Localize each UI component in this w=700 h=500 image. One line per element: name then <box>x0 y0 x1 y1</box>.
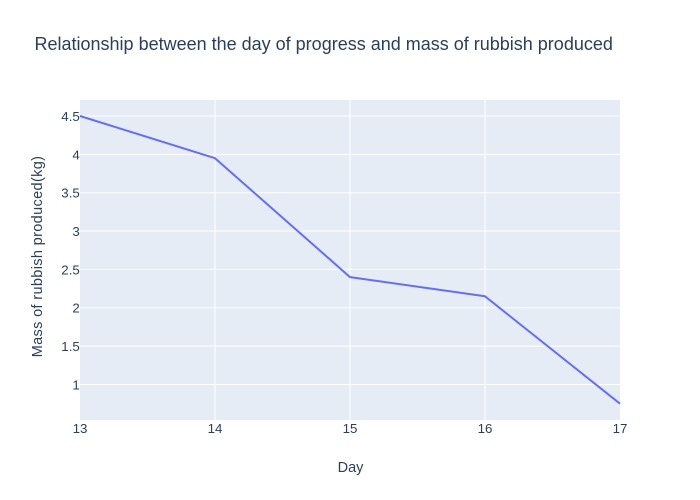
svg-text:2: 2 <box>72 301 79 316</box>
svg-text:14: 14 <box>208 421 223 436</box>
svg-text:Day: Day <box>338 460 365 476</box>
svg-text:1: 1 <box>72 377 79 392</box>
svg-text:15: 15 <box>343 421 358 436</box>
svg-text:3.5: 3.5 <box>61 186 80 201</box>
svg-text:Mass of rubbish produced(kg): Mass of rubbish produced(kg) <box>30 156 46 358</box>
svg-text:16: 16 <box>478 421 493 436</box>
svg-text:17: 17 <box>613 421 628 436</box>
svg-text:Relationship between the day o: Relationship between the day of progress… <box>35 34 613 54</box>
svg-text:1.5: 1.5 <box>61 339 80 354</box>
svg-text:4.5: 4.5 <box>61 109 80 124</box>
svg-text:13: 13 <box>73 421 88 436</box>
svg-text:4: 4 <box>72 147 79 162</box>
svg-text:2.5: 2.5 <box>61 262 80 277</box>
svg-text:3: 3 <box>72 224 79 239</box>
